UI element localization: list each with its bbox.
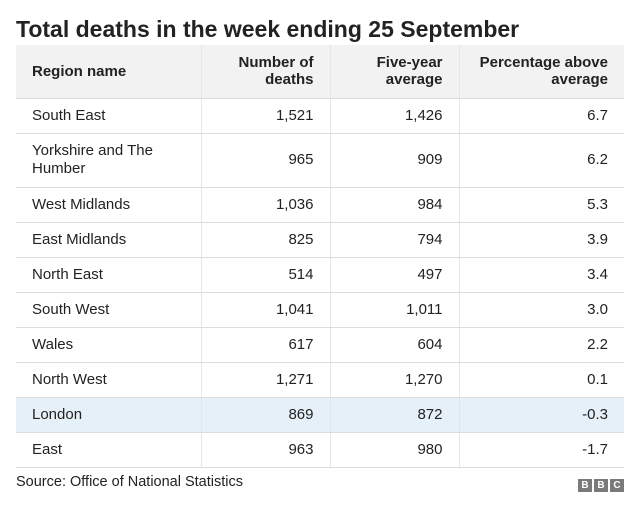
cell-deaths: 965 — [200, 133, 330, 188]
cell-region: East — [16, 432, 201, 468]
table-row: South West 1,041 1,011 3.0 — [16, 292, 624, 328]
column-header-average: Five-year average — [329, 45, 459, 99]
cell-average: 497 — [329, 257, 459, 293]
column-header-deaths: Number of deaths — [200, 45, 330, 99]
cell-region: East Midlands — [16, 222, 201, 258]
source-note: Source: Office of National Statistics — [16, 474, 244, 490]
cell-region: South West — [16, 292, 201, 328]
column-header-percentage: Percentage above average — [458, 45, 624, 99]
bbc-logo-letter: B — [594, 479, 608, 492]
cell-average: 794 — [329, 222, 459, 258]
cell-deaths: 963 — [200, 432, 330, 468]
cell-percentage: -0.3 — [458, 397, 624, 433]
cell-percentage: 3.9 — [458, 222, 624, 258]
cell-percentage: 2.2 — [458, 327, 624, 363]
table-row: Wales 617 604 2.2 — [16, 327, 624, 363]
cell-average: 984 — [329, 187, 459, 223]
cell-deaths: 1,036 — [200, 187, 330, 223]
deaths-table: Region name Number of deaths Five-year a… — [16, 45, 624, 468]
cell-region: London — [16, 397, 201, 433]
cell-average: 1,426 — [329, 98, 459, 134]
cell-average: 1,270 — [329, 362, 459, 398]
cell-deaths: 1,521 — [200, 98, 330, 134]
cell-average: 872 — [329, 397, 459, 433]
table-row: London 869 872 -0.3 — [16, 397, 624, 433]
chart-title: Total deaths in the week ending 25 Septe… — [16, 16, 520, 42]
table-row: East Midlands 825 794 3.9 — [16, 222, 624, 258]
cell-region: Yorkshire and The Humber — [16, 133, 201, 188]
cell-region: North West — [16, 362, 201, 398]
bbc-logo: B B C — [578, 479, 624, 492]
table-row: East 963 980 -1.7 — [16, 432, 624, 468]
cell-region: South East — [16, 98, 201, 134]
cell-percentage: 3.0 — [458, 292, 624, 328]
table-row: Yorkshire and The Humber 965 909 6.2 — [16, 133, 624, 188]
cell-region: Wales — [16, 327, 201, 363]
cell-percentage: 0.1 — [458, 362, 624, 398]
cell-average: 909 — [329, 133, 459, 188]
cell-deaths: 1,041 — [200, 292, 330, 328]
cell-average: 1,011 — [329, 292, 459, 328]
cell-deaths: 869 — [200, 397, 330, 433]
cell-percentage: -1.7 — [458, 432, 624, 468]
cell-deaths: 617 — [200, 327, 330, 363]
cell-deaths: 514 — [200, 257, 330, 293]
cell-deaths: 825 — [200, 222, 330, 258]
table-row: West Midlands 1,036 984 5.3 — [16, 187, 624, 223]
cell-average: 980 — [329, 432, 459, 468]
cell-deaths: 1,271 — [200, 362, 330, 398]
cell-percentage: 5.3 — [458, 187, 624, 223]
cell-percentage: 6.7 — [458, 98, 624, 134]
bbc-logo-letter: C — [610, 479, 624, 492]
cell-average: 604 — [329, 327, 459, 363]
table-row: North East 514 497 3.4 — [16, 257, 624, 293]
table-row: North West 1,271 1,270 0.1 — [16, 362, 624, 398]
cell-percentage: 3.4 — [458, 257, 624, 293]
cell-region: North East — [16, 257, 201, 293]
table-header-row: Region name Number of deaths Five-year a… — [16, 45, 624, 99]
column-header-region: Region name — [16, 45, 201, 99]
bbc-logo-letter: B — [578, 479, 592, 492]
cell-percentage: 6.2 — [458, 133, 624, 188]
table-row: South East 1,521 1,426 6.7 — [16, 98, 624, 134]
cell-region: West Midlands — [16, 187, 201, 223]
